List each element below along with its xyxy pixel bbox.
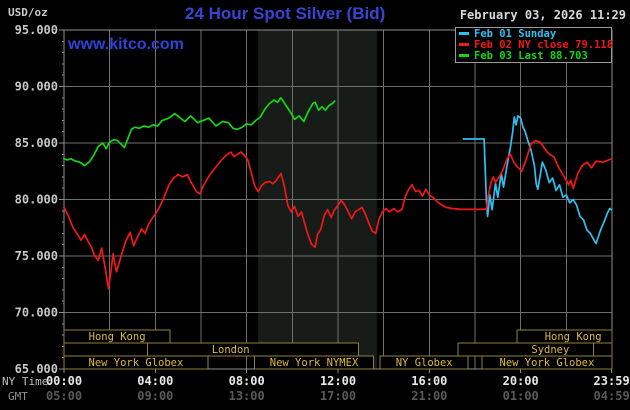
page-title: 24 Hour Spot Silver (Bid) xyxy=(185,4,386,23)
session-box xyxy=(63,342,148,357)
x-axis-row-label-gmt: GMT xyxy=(8,390,28,403)
x-tick-label-ny: 04:00 xyxy=(137,374,173,388)
y-tick-label: 65.000 xyxy=(15,362,58,376)
x-tick-label-gmt: 17:00 xyxy=(320,389,356,403)
legend-dash-icon xyxy=(459,54,469,57)
x-axis-row-label-ny: NY Time xyxy=(2,375,49,388)
legend-dash-icon xyxy=(459,32,469,35)
legend-item-feb02: Feb 02 NY close 79.118 xyxy=(459,39,614,51)
x-tick-label-ny: 12:00 xyxy=(320,374,356,388)
kitco-watermark-link[interactable]: www.kitco.com xyxy=(68,36,184,53)
y-tick-label: 95.000 xyxy=(15,23,58,37)
session-box xyxy=(146,342,360,357)
y-tick-label: 85.000 xyxy=(15,136,58,150)
legend-item-feb03: Feb 03 Last 88.703 xyxy=(459,51,611,62)
legend-item-feb01: Feb 01 Sunday xyxy=(459,29,611,40)
session-label: Hong Kong xyxy=(89,331,146,343)
y-tick-label: 90.000 xyxy=(15,80,58,94)
session-label: NY Globex xyxy=(396,357,453,369)
session-label: New York Globex xyxy=(89,357,184,369)
x-tick-label-gmt: 05:00 xyxy=(46,389,82,403)
legend-label: Feb 01 Sunday xyxy=(474,28,557,40)
x-tick-label-gmt: 01:00 xyxy=(503,389,539,403)
session-box xyxy=(379,355,469,370)
x-tick-label-ny: 00:00 xyxy=(46,374,82,388)
session-label: Hong Kong xyxy=(545,331,602,343)
x-tick-label-gmt: 13:00 xyxy=(229,389,265,403)
session-label: New York Globex xyxy=(500,357,595,369)
x-tick-label-ny: 23:59 xyxy=(594,374,630,388)
x-tick-label-gmt: 09:00 xyxy=(137,389,173,403)
session-box xyxy=(457,342,595,357)
x-tick-label-ny: 08:00 xyxy=(229,374,265,388)
chart-timestamp: February 03, 2026 11:29 xyxy=(459,8,626,22)
session-box xyxy=(481,355,613,370)
legend-dash-icon xyxy=(459,43,469,46)
legend-box: Feb 01 Sunday Feb 02 NY close 79.118 Feb… xyxy=(455,27,614,63)
y-tick-label: 80.000 xyxy=(15,193,58,207)
x-tick-label-gmt: 04:59 xyxy=(594,389,630,403)
series-line-feb-01-sunday xyxy=(462,115,613,245)
x-tick-label-gmt: 21:00 xyxy=(411,389,447,403)
series-line-feb-02 xyxy=(62,139,613,290)
x-tick-label-ny: 20:00 xyxy=(503,374,539,388)
session-box xyxy=(254,355,374,370)
series-line-feb-03 xyxy=(62,96,336,167)
legend-label: Feb 03 Last 88.703 xyxy=(474,50,588,62)
session-label: London xyxy=(212,344,250,356)
x-tick-label-ny: 16:00 xyxy=(411,374,447,388)
session-label: Sydney xyxy=(531,344,569,356)
session-box xyxy=(63,355,209,370)
y-axis-unit-label: USD/oz xyxy=(8,6,48,19)
legend-label: Feb 02 NY close 79.118 xyxy=(474,39,614,51)
y-tick-label: 70.000 xyxy=(15,306,58,320)
y-tick-label: 75.000 xyxy=(15,249,58,263)
session-label: New York NYMEX xyxy=(270,357,359,369)
session-box xyxy=(593,342,613,357)
